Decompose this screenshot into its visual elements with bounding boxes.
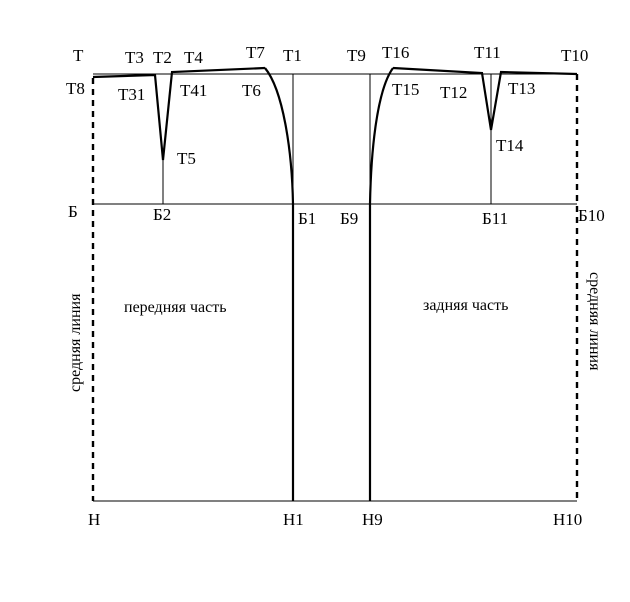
right-center-line-label: средняя линия [586, 272, 603, 371]
label-T7: Т7 [246, 43, 265, 62]
label-T2: Т2 [153, 48, 172, 67]
label-T6: Т6 [242, 81, 261, 100]
label-T14: Т14 [496, 136, 524, 155]
label-T41: Т41 [180, 81, 207, 100]
label-B1: Б1 [298, 209, 316, 228]
front-part-label: передняя часть [124, 299, 227, 316]
label-T31: Т31 [118, 85, 145, 104]
label-T13: Т13 [508, 79, 535, 98]
label-B: Б [68, 202, 78, 221]
label-T4: Т4 [184, 48, 203, 67]
label-T8: Т8 [66, 79, 85, 98]
label-H: Н [88, 510, 100, 529]
label-T5: Т5 [177, 149, 196, 168]
label-H10: Н10 [553, 510, 582, 529]
label-H1: Н1 [283, 510, 304, 529]
back-part-label: задняя часть [423, 297, 508, 314]
back-waist-contour [392, 66, 578, 131]
label-B9: Б9 [340, 209, 358, 228]
label-T11: Т11 [474, 43, 501, 62]
label-H9: Н9 [362, 510, 383, 529]
label-T10: Т10 [561, 46, 588, 65]
left-center-line-label: средняя линия [67, 293, 84, 392]
label-B10: Б10 [578, 206, 605, 225]
back-side-seam [368, 67, 394, 501]
label-T12: Т12 [440, 83, 467, 102]
label-T: Т [73, 46, 84, 65]
front-side-seam [264, 67, 295, 501]
label-T1: Т1 [283, 46, 302, 65]
label-B2: Б2 [153, 205, 171, 224]
label-T9: Т9 [347, 46, 366, 65]
label-T16: Т16 [382, 43, 409, 62]
front-waist-contour [92, 66, 266, 161]
label-T3: Т3 [125, 48, 144, 67]
label-T15: Т15 [392, 80, 419, 99]
label-B11: Б11 [482, 209, 508, 228]
